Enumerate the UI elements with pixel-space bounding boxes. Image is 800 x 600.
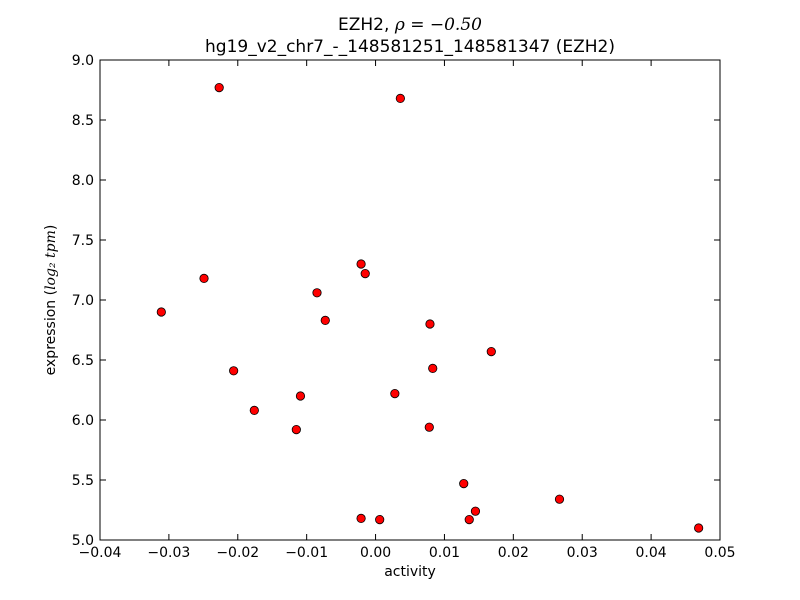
y-tick-label: 6.0 [72, 413, 94, 429]
data-point [554, 494, 565, 504]
data-point [312, 288, 322, 298]
data-point [464, 514, 474, 525]
x-tick-label: −0.03 [147, 545, 190, 561]
x-tick-label: −0.02 [216, 545, 259, 561]
data-points [156, 83, 704, 533]
data-point [156, 307, 166, 317]
y-tick-label: 9.0 [72, 53, 94, 69]
x-tick-label: −0.01 [285, 545, 328, 561]
data-point [390, 388, 400, 399]
y-tick-label: 7.0 [72, 293, 94, 309]
data-point [375, 514, 385, 525]
data-point [214, 83, 224, 93]
y-axis-label-suffix: ) [43, 225, 59, 230]
x-tick-label: 0.05 [704, 545, 735, 561]
y-tick-label: 8.5 [72, 113, 94, 129]
data-point [425, 319, 435, 329]
x-tick-label: 0.03 [567, 545, 598, 561]
y-tick-label: 6.5 [72, 353, 94, 369]
data-point [356, 513, 366, 524]
y-axis-label-math: log₂ tpm [43, 230, 59, 290]
chart-title-line1: EZH2, ρ = −0.50 [338, 15, 482, 35]
y-tick-label: 5.0 [72, 533, 94, 549]
x-tick-label: 0.04 [636, 545, 667, 561]
y-tick-label: 7.5 [72, 233, 94, 249]
x-tick-label: −0.04 [79, 545, 122, 561]
y-axis-label: expression (log₂ tpm) [43, 225, 59, 376]
data-point [694, 523, 704, 533]
x-axis-label: activity [384, 564, 436, 580]
y-tick-label: 8.0 [72, 173, 94, 189]
axis-ticks: −0.04 −0.03 −0.02 −0.01 0.00 0.01 0.02 0.03 0.04… [72, 53, 736, 561]
data-point [356, 259, 366, 269]
x-tick-label: 0.00 [360, 545, 391, 561]
data-point [291, 424, 301, 435]
chart-title-prefix: EZH2, [338, 15, 395, 35]
data-point [486, 346, 496, 357]
data-point [360, 268, 370, 279]
data-point [199, 273, 209, 283]
data-point [470, 506, 481, 516]
data-point [428, 363, 438, 373]
chart-title-line2: hg19_v2_chr7_-_148581251_148581347 (EZH2… [205, 37, 615, 57]
chart-title-rho: ρ = −0.50 [394, 15, 482, 35]
data-point [424, 422, 434, 432]
plot-frame [99, 59, 721, 541]
data-point [320, 315, 330, 325]
data-point [395, 93, 405, 104]
x-tick-label: 0.01 [429, 545, 460, 561]
y-tick-label: 5.5 [72, 473, 94, 489]
data-point [295, 391, 306, 401]
data-point [249, 405, 259, 415]
x-tick-label: 0.02 [498, 545, 529, 561]
data-point [459, 478, 469, 489]
data-point [229, 366, 239, 376]
y-axis-label-prefix: expression ( [43, 290, 59, 375]
